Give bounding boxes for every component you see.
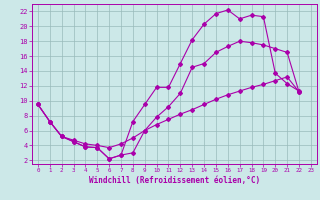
X-axis label: Windchill (Refroidissement éolien,°C): Windchill (Refroidissement éolien,°C)	[89, 176, 260, 185]
